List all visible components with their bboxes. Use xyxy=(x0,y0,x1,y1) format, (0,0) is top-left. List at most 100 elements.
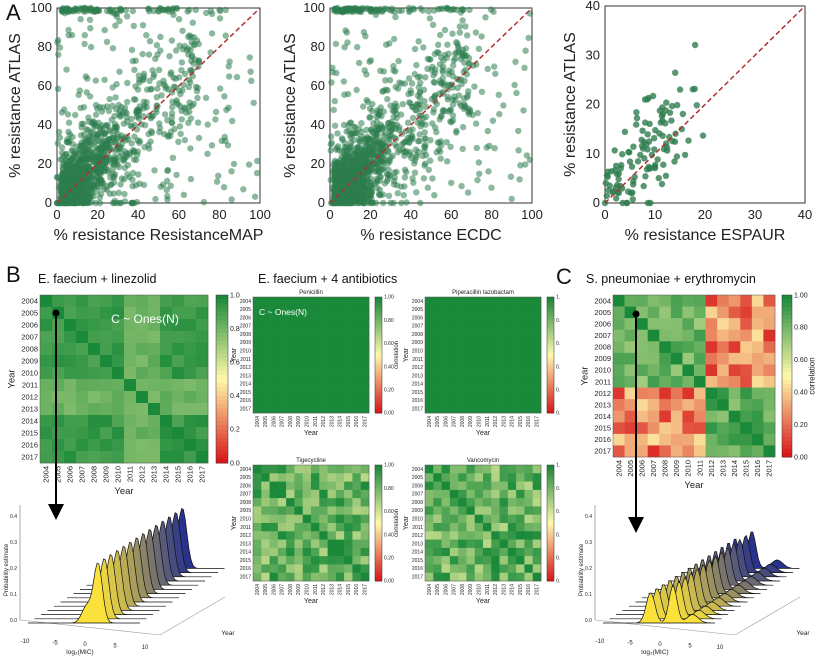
x-tick-label: -10 xyxy=(21,639,30,645)
heatmap-cell xyxy=(286,297,295,306)
heatmap-cell xyxy=(344,523,353,532)
heatmap-cell xyxy=(327,514,337,524)
heatmap-cell xyxy=(613,306,625,319)
colorbar-segment xyxy=(782,331,792,336)
colorbar-segment xyxy=(375,386,382,391)
data-point xyxy=(173,47,180,54)
heatmap-cell xyxy=(532,355,542,364)
data-point xyxy=(634,158,642,165)
data-point xyxy=(96,179,103,187)
data-point xyxy=(65,153,73,161)
heatmap-cell xyxy=(694,387,706,400)
heatmap-cell xyxy=(466,371,476,381)
heatmap-cell xyxy=(458,572,467,582)
colorbar-segment xyxy=(375,349,382,353)
heatmap-cell xyxy=(474,564,484,574)
heatmap-cell xyxy=(327,564,337,574)
heatmap-cell xyxy=(613,433,625,446)
y-tick-label: 2012 xyxy=(21,393,38,402)
x-tick-label: 2014 xyxy=(510,584,516,595)
data-point xyxy=(370,139,378,147)
y-tick-label: 2012 xyxy=(412,533,423,539)
colorbar-segment xyxy=(782,424,792,430)
data-point xyxy=(87,43,95,51)
data-point xyxy=(341,44,348,51)
heatmap-cell xyxy=(624,433,637,446)
heatmap-cell xyxy=(516,531,525,540)
data-point xyxy=(155,66,163,74)
heatmap-cell xyxy=(124,343,137,356)
heatmap-cell xyxy=(100,391,113,404)
heatmap-cell xyxy=(261,305,270,314)
heatmap-cell xyxy=(277,564,287,574)
heatmap-cell xyxy=(483,305,492,314)
colorbar-segment xyxy=(547,317,554,321)
colorbar-segment xyxy=(375,476,382,480)
heatmap-cell xyxy=(352,330,362,339)
data-point xyxy=(460,68,467,76)
data-point xyxy=(120,157,128,164)
heatmap-cell xyxy=(670,364,683,377)
z-axis-label: Probability estimate xyxy=(579,543,585,596)
heatmap-cell xyxy=(507,355,517,364)
data-point xyxy=(190,60,197,67)
heatmap-cell xyxy=(319,556,328,565)
heatmap-cell xyxy=(319,481,328,491)
colorbar-segment xyxy=(782,404,792,409)
colorbar-segment xyxy=(216,421,228,426)
heatmap-cell xyxy=(507,572,517,582)
heatmap-cell xyxy=(319,506,328,516)
heatmap-cell xyxy=(441,404,451,414)
data-point xyxy=(441,26,449,34)
heatmap-cell xyxy=(311,305,320,314)
heatmap-cell xyxy=(184,451,197,464)
y-tick-label: 2014 xyxy=(594,412,611,421)
colorbar-segment xyxy=(375,343,382,347)
data-point xyxy=(462,23,469,30)
heatmap-cell xyxy=(261,531,270,540)
data-point xyxy=(87,25,94,32)
data-point xyxy=(693,102,700,109)
heatmap-cell xyxy=(433,481,442,491)
y-tick-label: 2006 xyxy=(412,315,423,321)
data-point xyxy=(603,192,610,199)
heatmap-cell xyxy=(624,422,637,435)
heatmap-cell xyxy=(636,364,649,377)
heatmap-cell xyxy=(507,473,517,482)
heatmap-cell xyxy=(659,399,672,412)
heatmap-cell xyxy=(474,556,484,565)
data-point xyxy=(167,132,174,140)
data-point xyxy=(116,17,123,25)
x-tick-label: 100 xyxy=(249,207,271,222)
data-point xyxy=(431,79,438,86)
data-point xyxy=(106,95,113,103)
colorbar-segment xyxy=(782,380,792,385)
heatmap-cell xyxy=(491,297,500,306)
colorbar-segment xyxy=(782,315,792,320)
heatmap-cell xyxy=(441,297,451,306)
heatmap-cell xyxy=(433,321,442,331)
heatmap-cell xyxy=(76,415,89,428)
heatmap-cell xyxy=(449,404,459,414)
heatmap-cell xyxy=(491,396,500,406)
data-point xyxy=(133,198,141,206)
data-point xyxy=(476,170,483,177)
heatmap-cell xyxy=(705,387,718,400)
data-point xyxy=(77,16,84,23)
colorbar-tick: 0.80 xyxy=(794,325,808,332)
data-point xyxy=(181,105,188,112)
colorbar-border xyxy=(374,464,383,582)
heatmap-cell xyxy=(624,318,637,331)
data-point xyxy=(380,87,387,95)
data-point xyxy=(335,199,342,207)
colorbar-segment xyxy=(375,552,382,556)
x-tick-label: 2009 xyxy=(102,466,111,483)
heatmap-b-grid: 2004200420052005200620062007200720082008… xyxy=(7,294,209,495)
heatmap-cell xyxy=(717,318,730,331)
heatmap-cell xyxy=(524,355,534,364)
data-point xyxy=(343,8,350,15)
heatmap-cell xyxy=(532,539,542,549)
colorbar-segment xyxy=(375,328,382,333)
